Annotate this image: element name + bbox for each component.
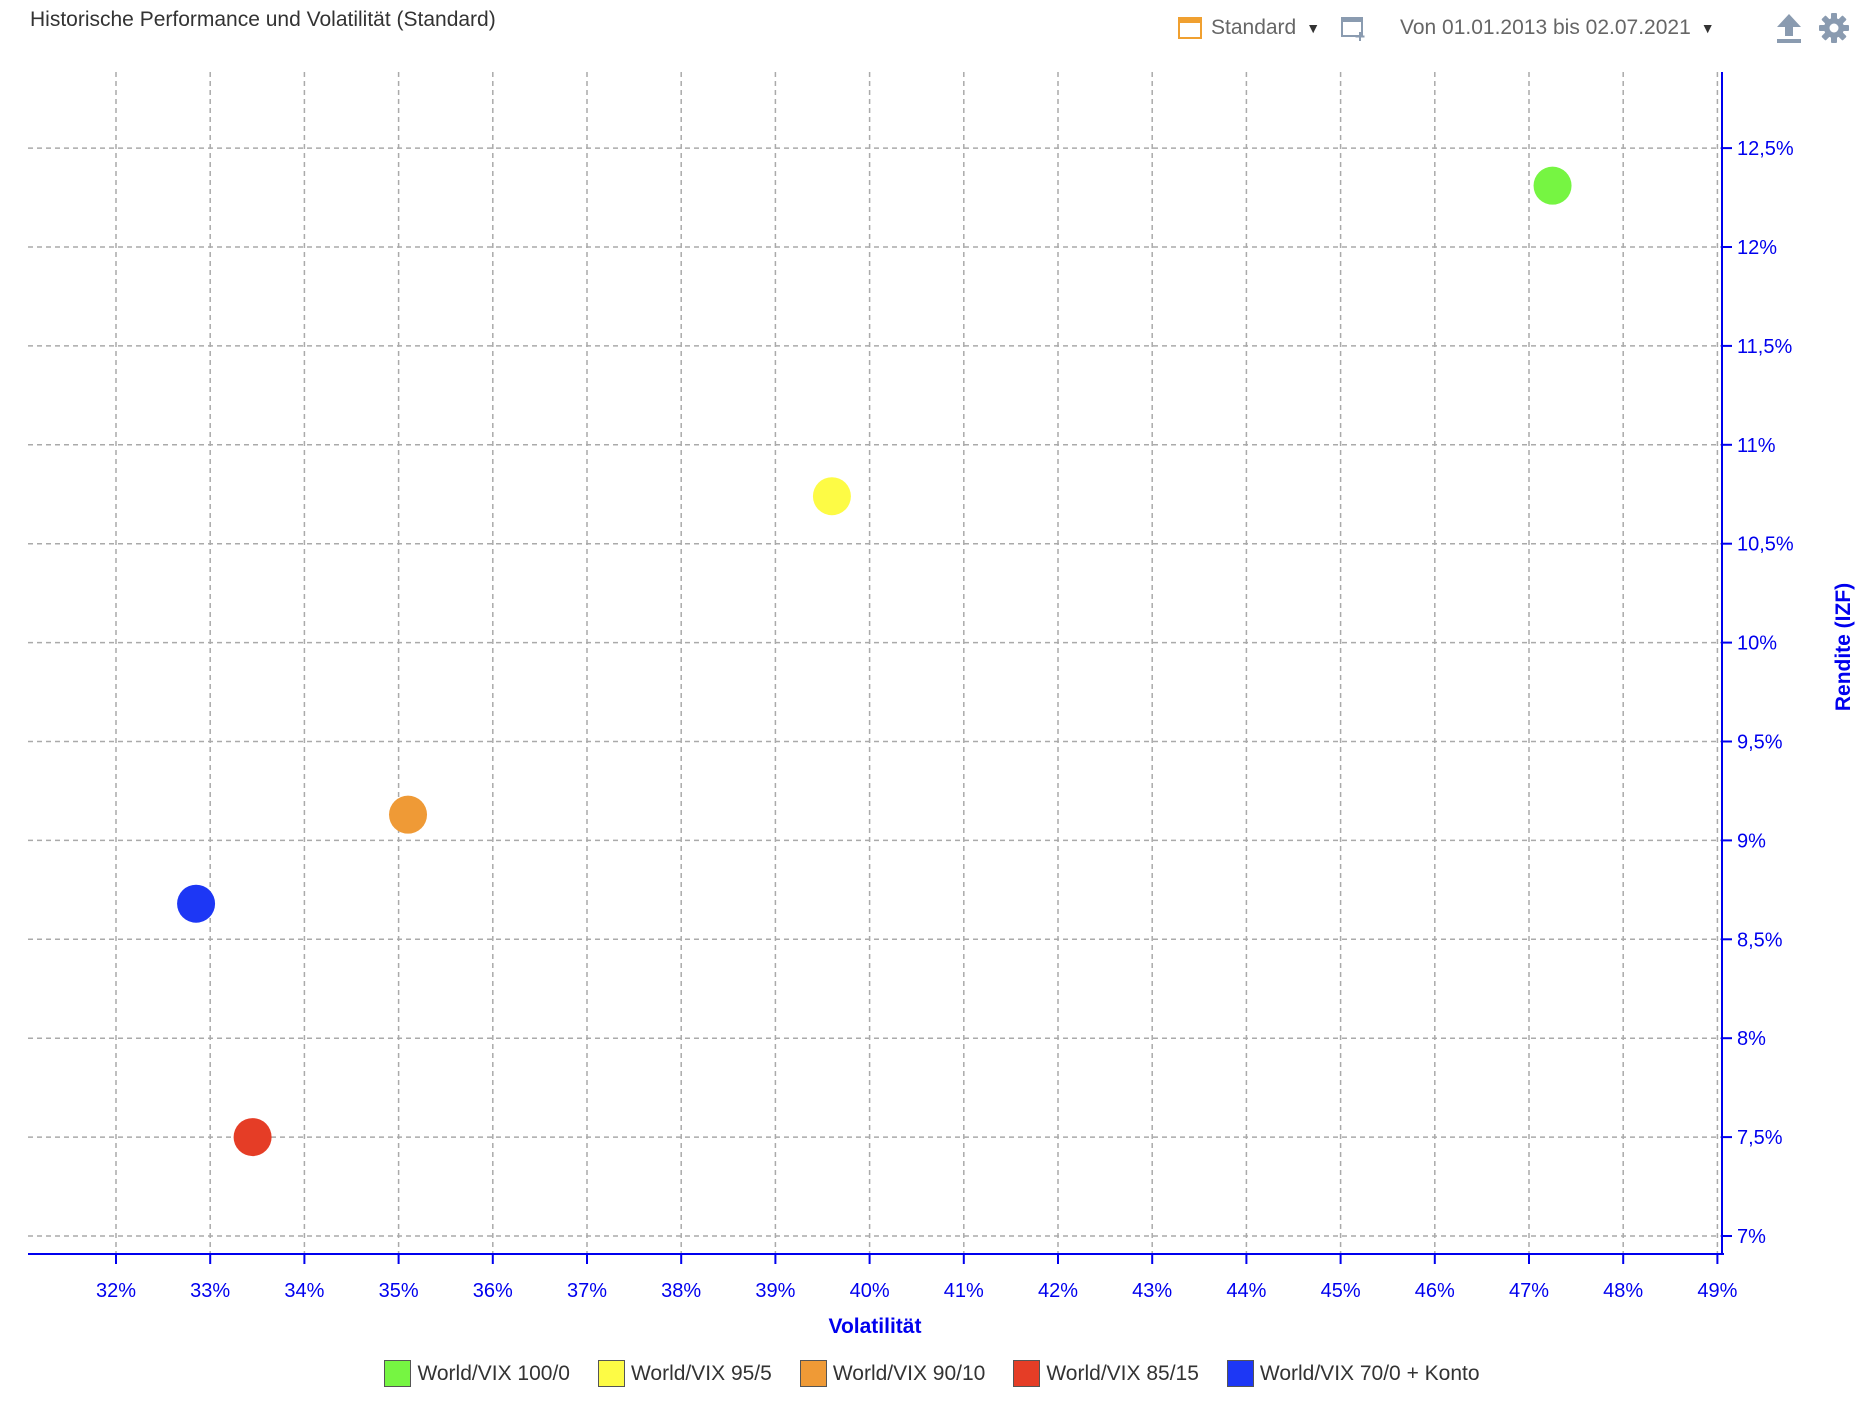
data-points bbox=[177, 166, 1572, 1157]
data-point-series-5[interactable] bbox=[177, 884, 216, 923]
x-tick-label: 49% bbox=[1697, 1280, 1737, 1302]
data-point-series-3[interactable] bbox=[389, 795, 428, 834]
add-view-icon bbox=[1341, 17, 1365, 41]
x-tick-label: 41% bbox=[944, 1280, 984, 1302]
x-tick-label: 33% bbox=[190, 1280, 230, 1302]
legend-swatch bbox=[1226, 1360, 1254, 1387]
view-label: Standard bbox=[1211, 16, 1297, 39]
legend-label: World/VIX 85/15 bbox=[1046, 1361, 1199, 1385]
x-tick-label: 39% bbox=[755, 1280, 795, 1302]
y-tick-label: 8% bbox=[1737, 1028, 1766, 1050]
gear-icon bbox=[1819, 13, 1849, 43]
scatter-chart: 32% 33% 34% 35% 36% 37% 38% 39% 40% 41% 42% 43% 44% 4… bbox=[28, 72, 1855, 1338]
x-tick-label: 34% bbox=[284, 1280, 324, 1302]
chevron-down-icon: ▼ bbox=[1306, 20, 1321, 36]
axes bbox=[28, 72, 1724, 1255]
legend: World/VIX 100/0 World/VIX 95/5 World/VIX… bbox=[0, 1360, 1864, 1387]
add-view-button[interactable] bbox=[1340, 12, 1368, 44]
x-tick-label: 37% bbox=[567, 1280, 607, 1302]
legend-item-series-3[interactable]: World/VIX 90/10 bbox=[799, 1360, 986, 1387]
data-point-series-1[interactable] bbox=[1533, 166, 1572, 205]
legend-item-series-4[interactable]: World/VIX 85/15 bbox=[1013, 1360, 1199, 1387]
x-tick-label: 36% bbox=[473, 1280, 513, 1302]
legend-label: World/VIX 100/0 bbox=[417, 1361, 570, 1385]
x-tick-label: 38% bbox=[661, 1280, 701, 1302]
legend-label: World/VIX 70/0 + Konto bbox=[1259, 1361, 1480, 1385]
legend-label: World/VIX 90/10 bbox=[832, 1361, 986, 1385]
calendar-icon bbox=[1178, 17, 1202, 39]
chevron-down-icon: ▼ bbox=[1700, 20, 1715, 36]
y-tick-label: 12% bbox=[1737, 237, 1777, 259]
legend-swatch bbox=[1013, 1360, 1041, 1387]
y-tick-label: 11,5% bbox=[1737, 336, 1792, 358]
date-range-selector[interactable]: Von 01.01.2013 bis 02.07.2021 ▼ bbox=[1400, 12, 1715, 44]
view-selector[interactable]: Standard ▼ bbox=[1177, 12, 1320, 44]
legend-item-series-2[interactable]: World/VIX 95/5 bbox=[597, 1360, 772, 1387]
data-point-series-4[interactable] bbox=[233, 1118, 272, 1157]
y-tick-label: 9,5% bbox=[1737, 732, 1783, 754]
x-tick-label: 40% bbox=[850, 1280, 890, 1302]
y-tick-label: 9% bbox=[1737, 830, 1766, 852]
legend-item-series-5[interactable]: World/VIX 70/0 + Konto bbox=[1226, 1360, 1480, 1387]
x-tick-label: 32% bbox=[96, 1280, 136, 1302]
y-tick-label: 7% bbox=[1737, 1226, 1766, 1248]
legend-swatch bbox=[597, 1360, 625, 1387]
legend-label: World/VIX 95/5 bbox=[630, 1361, 772, 1385]
y-tick-label: 12,5% bbox=[1737, 138, 1794, 160]
x-tick-label: 47% bbox=[1509, 1280, 1549, 1302]
x-tick-label: 44% bbox=[1226, 1280, 1266, 1302]
x-axis-ticks: 32% 33% 34% 35% 36% 37% 38% 39% 40% 41% 42% 43% 44% 4… bbox=[96, 1254, 1738, 1302]
y-tick-label: 8,5% bbox=[1737, 929, 1783, 951]
y-axis-title: Rendite (IZF) bbox=[1832, 583, 1855, 711]
date-range-label: Von 01.01.2013 bis 02.07.2021 bbox=[1400, 16, 1691, 39]
data-point-series-2[interactable] bbox=[812, 477, 851, 516]
y-tick-label: 11% bbox=[1737, 435, 1776, 457]
y-tick-label: 7,5% bbox=[1737, 1127, 1783, 1149]
x-tick-label: 42% bbox=[1038, 1280, 1078, 1302]
x-tick-label: 35% bbox=[379, 1280, 419, 1302]
legend-swatch bbox=[384, 1360, 412, 1387]
view-dropdown[interactable]: Standard ▼ bbox=[1177, 15, 1320, 41]
x-tick-label: 46% bbox=[1415, 1280, 1455, 1302]
legend-item-series-1[interactable]: World/VIX 100/0 bbox=[384, 1360, 570, 1387]
x-tick-label: 45% bbox=[1321, 1280, 1361, 1302]
chart-title: Historische Performance und Volatilität … bbox=[30, 8, 496, 31]
upload-icon bbox=[1777, 14, 1801, 43]
grid bbox=[28, 72, 1722, 1254]
x-tick-label: 43% bbox=[1132, 1280, 1172, 1302]
legend-swatch bbox=[799, 1360, 827, 1387]
y-axis-ticks: 7% 7,5% 8% 8,5% 9% 9,5% 10% 10,5% 11% 11,5% 12% 12,… bbox=[1722, 138, 1794, 1248]
x-tick-label: 48% bbox=[1603, 1280, 1643, 1302]
settings-button[interactable] bbox=[1818, 12, 1850, 44]
y-tick-label: 10% bbox=[1737, 633, 1777, 655]
export-button[interactable] bbox=[1774, 12, 1804, 44]
x-axis-title: Volatilität bbox=[829, 1315, 922, 1338]
y-tick-label: 10,5% bbox=[1737, 534, 1794, 556]
